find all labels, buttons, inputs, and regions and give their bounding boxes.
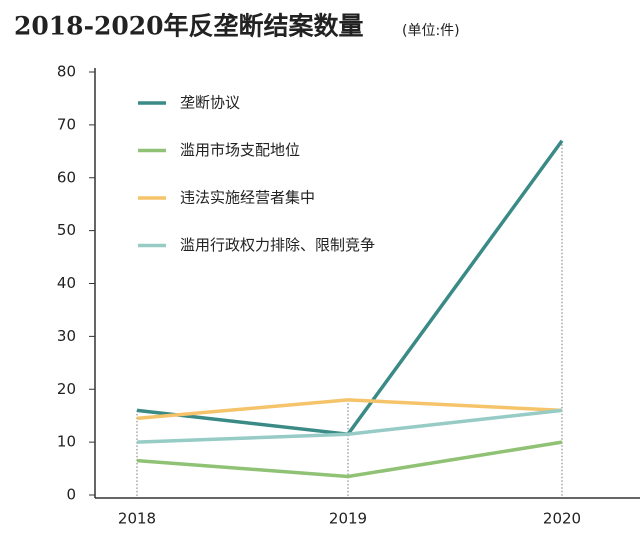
y-tick-label: 0 xyxy=(66,486,76,504)
x-tick-label: 2020 xyxy=(543,510,581,528)
y-tick-label: 40 xyxy=(57,274,76,292)
x-tick-label: 2018 xyxy=(118,510,156,528)
series-line xyxy=(136,139,564,437)
series-line xyxy=(136,440,563,479)
series-line xyxy=(136,408,563,444)
legend-label: 垄断协议 xyxy=(180,94,240,112)
y-tick-label: 50 xyxy=(57,221,76,239)
chart-title: 2018-2020年反垄断结案数量 xyxy=(14,12,364,41)
y-tick-label: 30 xyxy=(57,327,76,345)
x-tick-label: 2019 xyxy=(329,510,367,528)
y-tick-label: 10 xyxy=(57,433,76,451)
y-tick-label: 60 xyxy=(57,168,76,186)
y-tick-label: 20 xyxy=(57,380,76,398)
y-tick-label: 70 xyxy=(57,115,76,133)
legend-label: 滥用行政权力排除、限制竞争 xyxy=(180,236,375,254)
y-tick-label: 80 xyxy=(57,63,76,81)
chart-subtitle: (单位:件) xyxy=(402,23,460,39)
legend-label: 滥用市场支配地位 xyxy=(180,141,300,159)
series-line xyxy=(136,398,563,421)
legend-label: 违法实施经营者集中 xyxy=(180,189,315,207)
